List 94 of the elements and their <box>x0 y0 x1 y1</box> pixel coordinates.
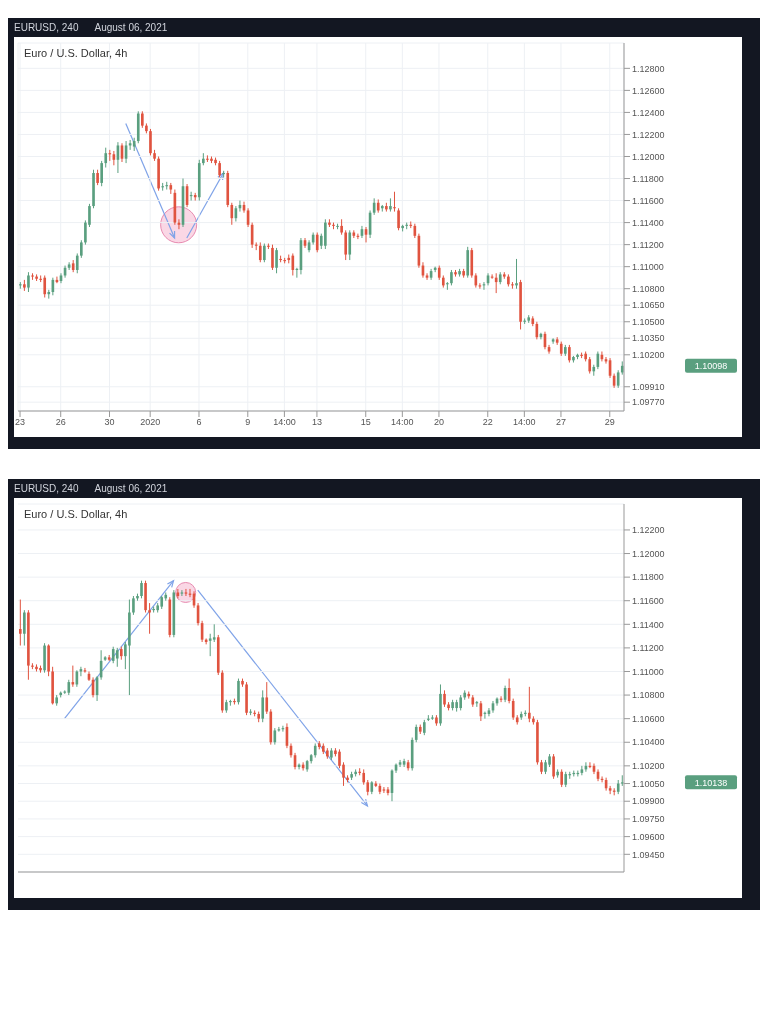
x-tick-label: 9 <box>245 417 251 428</box>
x-tick-label: 26 <box>55 417 66 428</box>
candlestick <box>149 128 152 156</box>
candlestick <box>180 589 184 597</box>
x-tick-label: 6 <box>196 417 202 428</box>
y-tick-label: 1.12200 <box>632 129 665 140</box>
text: 1.10138 <box>694 777 728 788</box>
x-tick-label: 30 <box>104 417 115 428</box>
chart-title: Euro / U.S. Dollar, 4h <box>24 47 128 59</box>
y-tick-label: 1.10600 <box>632 713 665 724</box>
candlestick <box>75 252 79 274</box>
y-tick-label: 1.10050 <box>632 778 665 789</box>
candlestick <box>528 686 531 723</box>
y-tick-label: 1.10350 <box>632 333 665 344</box>
y-tick-label: 1.12800 <box>632 63 665 74</box>
x-tick-label: 15 <box>360 417 371 428</box>
x-tick-label: 2020 <box>140 417 161 428</box>
candlestick <box>344 229 348 261</box>
candlestick <box>108 149 112 162</box>
text: August 06, 2021 <box>94 483 168 494</box>
candlestick <box>19 599 22 647</box>
y-tick-label: 1.09900 <box>632 796 665 807</box>
y-tick-label: 1.12600 <box>632 85 665 96</box>
x-tick-label: 14:00 <box>273 417 296 428</box>
candlestick <box>237 678 240 706</box>
y-tick-label: 1.11000 <box>632 666 664 677</box>
y-tick-label: 1.10200 <box>632 350 665 360</box>
chart-subtitle: EURUSD, 240 <box>14 22 79 33</box>
y-tick-label: 1.11600 <box>632 195 664 206</box>
text: 1.10098 <box>694 361 728 372</box>
chart-title: Euro / U.S. Dollar, 4h <box>24 508 128 520</box>
candlestick <box>263 243 266 263</box>
y-tick-label: 1.09770 <box>632 397 665 408</box>
candlestick <box>552 753 555 780</box>
candlestick <box>511 698 515 721</box>
candlestick <box>43 274 47 299</box>
candlestick <box>132 595 135 616</box>
y-tick-label: 1.12000 <box>632 548 665 559</box>
y-tick-label: 1.10200 <box>632 761 665 772</box>
y-tick-label: 1.10800 <box>632 283 665 294</box>
candlestick <box>104 147 108 168</box>
candlestick <box>275 247 278 274</box>
candlestick <box>23 609 26 647</box>
candlestick <box>100 160 103 187</box>
x-tick-label: 27 <box>555 417 566 428</box>
y-tick-label: 1.11000 <box>632 261 664 272</box>
candlestick <box>265 681 269 715</box>
y-tick-label: 1.12200 <box>632 525 665 536</box>
y-tick-label: 1.12000 <box>632 151 665 162</box>
x-tick-label: 13 <box>311 417 322 428</box>
candlestick <box>515 258 518 290</box>
y-tick-label: 1.11400 <box>632 217 664 228</box>
candlestick <box>208 633 212 657</box>
chart-subtitle: EURUSD, 240 <box>14 483 79 494</box>
y-tick-label: 1.11800 <box>632 173 664 184</box>
candlestick <box>324 218 327 250</box>
candlestick <box>184 588 188 597</box>
candlestick <box>27 271 30 293</box>
y-tick-label: 1.10650 <box>632 300 665 311</box>
candlestick <box>397 207 400 231</box>
x-tick-label: 22 <box>482 417 493 428</box>
candlestick <box>315 232 319 253</box>
candlestick <box>148 602 151 635</box>
y-tick-label: 1.11400 <box>632 619 664 630</box>
x-tick-label: 29 <box>604 417 615 428</box>
candlestick <box>348 229 352 261</box>
x-tick-label: 14:00 <box>391 417 414 428</box>
y-tick-label: 1.11600 <box>632 595 664 606</box>
x-tick-label: 20 <box>433 417 444 428</box>
candlestick <box>551 337 555 345</box>
y-tick-label: 1.11200 <box>632 643 664 654</box>
y-tick-label: 1.11200 <box>632 239 664 250</box>
y-tick-label: 1.09750 <box>632 814 665 825</box>
y-tick-label: 1.09600 <box>632 831 665 842</box>
x-tick-label: 14:00 <box>513 417 536 428</box>
candlestick <box>115 647 119 668</box>
text: August 06, 2021 <box>94 22 168 33</box>
candlestick <box>393 191 396 213</box>
y-tick-label: 1.10400 <box>632 737 665 748</box>
x-tick-label: 23 <box>15 417 26 428</box>
candlestick <box>291 252 295 276</box>
y-tick-label: 1.10500 <box>632 316 665 327</box>
y-tick-label: 1.11800 <box>632 572 664 583</box>
candlestick <box>258 241 262 263</box>
candlestick <box>425 272 429 281</box>
y-tick-label: 1.12400 <box>632 107 665 118</box>
y-tick-label: 1.10800 <box>632 690 665 701</box>
candlestick <box>382 786 386 794</box>
candlestick <box>261 689 265 723</box>
candlestick <box>271 244 274 271</box>
candlestick <box>398 759 402 768</box>
y-tick-label: 1.09910 <box>632 381 665 392</box>
y-tick-label: 1.09450 <box>632 849 665 860</box>
candlestick <box>230 202 234 226</box>
